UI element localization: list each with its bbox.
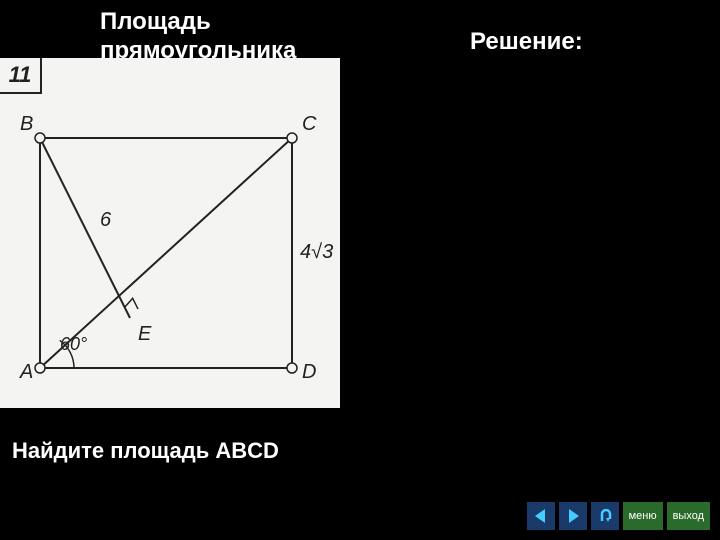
svg-text:4√3: 4√3 xyxy=(300,241,333,263)
svg-text:C: C xyxy=(302,113,317,135)
exit-button[interactable]: выход xyxy=(667,502,710,530)
solution-heading: Решение: xyxy=(470,28,583,56)
page-title: Площадь прямоугольника xyxy=(100,8,380,66)
geometry-diagram: 60°ABCDE64√3 xyxy=(0,58,340,408)
svg-text:6: 6 xyxy=(100,209,112,231)
problem-prompt: Найдите площадь ABCD xyxy=(12,438,279,464)
svg-text:D: D xyxy=(302,361,316,383)
triangle-right-icon xyxy=(564,507,582,525)
svg-text:B: B xyxy=(20,113,33,135)
svg-text:A: A xyxy=(19,361,33,383)
svg-text:E: E xyxy=(138,323,152,345)
nav-bar: меню выход xyxy=(527,502,710,530)
prev-button[interactable] xyxy=(527,502,555,530)
u-turn-icon xyxy=(596,507,614,525)
menu-button[interactable]: меню xyxy=(623,502,663,530)
geometry-figure: 11 60°ABCDE64√3 xyxy=(0,58,340,408)
next-button[interactable] xyxy=(559,502,587,530)
triangle-left-icon xyxy=(532,507,550,525)
return-button[interactable] xyxy=(591,502,619,530)
